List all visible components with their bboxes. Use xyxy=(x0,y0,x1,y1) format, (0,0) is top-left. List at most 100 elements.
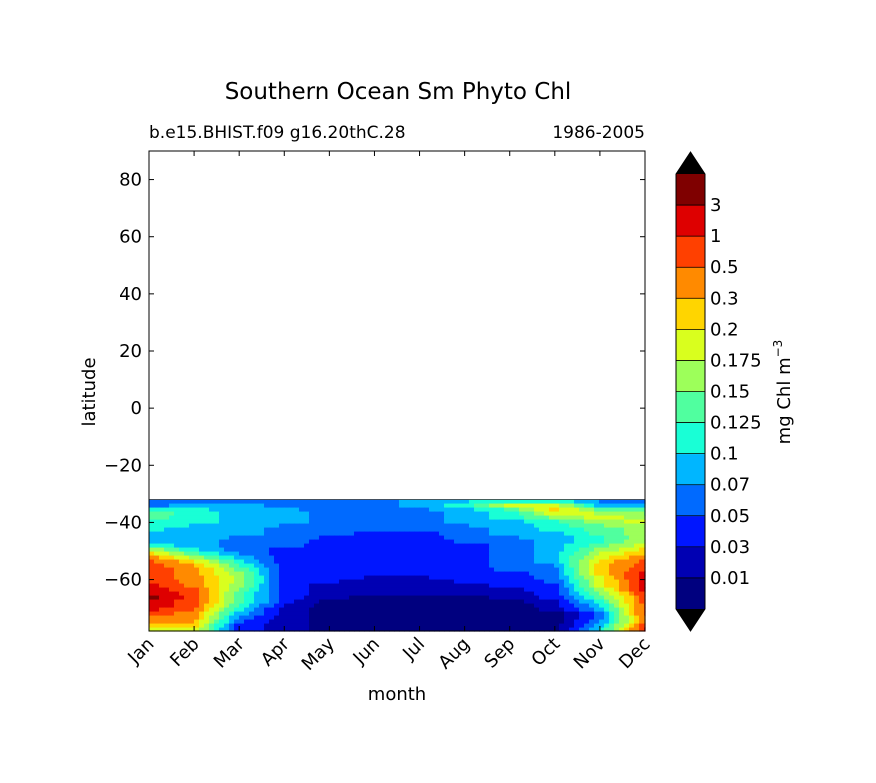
contour-cell xyxy=(369,603,375,609)
contour-cell xyxy=(484,615,490,621)
contour-cell xyxy=(509,575,515,581)
contour-cell xyxy=(629,519,635,525)
contour-cell xyxy=(404,563,410,569)
contour-cell xyxy=(244,539,250,545)
contour-cell xyxy=(479,547,485,553)
contour-cell xyxy=(459,571,465,577)
contour-cell xyxy=(419,527,425,533)
contour-cell xyxy=(609,503,615,509)
contour-cell xyxy=(539,503,545,509)
contour-cell xyxy=(449,527,455,533)
contour-cell xyxy=(474,515,480,521)
contour-cell xyxy=(209,591,215,597)
contour-cell xyxy=(359,515,365,521)
contour-cell xyxy=(209,555,215,561)
contour-cell xyxy=(369,571,375,577)
contour-cell xyxy=(554,567,560,573)
contour-cell xyxy=(559,567,565,573)
contour-cell xyxy=(464,555,470,561)
contour-cell xyxy=(509,523,515,529)
contour-cell xyxy=(189,503,195,509)
colorbar-tick-label: 1 xyxy=(710,226,721,247)
contour-cell xyxy=(549,587,555,593)
contour-cell xyxy=(609,615,615,621)
contour-cell xyxy=(609,587,615,593)
contour-cell xyxy=(289,515,295,521)
contour-cell xyxy=(539,567,545,573)
contour-cell xyxy=(564,619,570,625)
contour-cell xyxy=(289,551,295,557)
contour-cell xyxy=(549,571,555,577)
contour-cell xyxy=(249,579,255,585)
contour-cell xyxy=(519,611,525,617)
contour-cell xyxy=(199,627,205,632)
contour-cell xyxy=(424,543,430,549)
contour-cell xyxy=(639,563,645,569)
contour-cell xyxy=(609,535,615,541)
contour-cell xyxy=(584,615,590,621)
contour-cell xyxy=(494,555,500,561)
contour-cell xyxy=(194,599,200,605)
contour-cell xyxy=(344,603,350,609)
contour-cell xyxy=(229,499,235,505)
contour-cell xyxy=(609,543,615,549)
contour-cell xyxy=(444,519,450,525)
contour-cell xyxy=(594,575,600,581)
y-tick-label: 0 xyxy=(131,398,142,419)
contour-cell xyxy=(239,523,245,529)
contour-cell xyxy=(559,531,565,537)
contour-cell xyxy=(309,503,315,509)
contour-cell xyxy=(329,511,335,517)
colorbar-tick-label: 0.3 xyxy=(710,288,739,309)
contour-cell xyxy=(374,615,380,621)
contour-cell xyxy=(394,579,400,585)
contour-cell xyxy=(469,583,475,589)
contour-cell xyxy=(514,531,520,537)
contour-cell xyxy=(479,595,485,601)
contour-cell xyxy=(284,575,290,581)
contour-cell xyxy=(344,551,350,557)
contour-cell xyxy=(504,511,510,517)
contour-cell xyxy=(424,611,430,617)
contour-cell xyxy=(314,563,320,569)
contour-cell xyxy=(374,611,380,617)
contour-cell xyxy=(544,503,550,509)
contour-cell xyxy=(309,587,315,593)
contour-cell xyxy=(244,535,250,541)
contour-cell xyxy=(559,619,565,625)
contour-cell xyxy=(429,563,435,569)
contour-cell xyxy=(384,615,390,621)
contour-cell xyxy=(549,539,555,545)
contour-cell xyxy=(339,559,345,565)
contour-cell xyxy=(399,583,405,589)
colorbar-segment xyxy=(676,298,705,330)
contour-cell xyxy=(604,563,610,569)
contour-cell xyxy=(364,535,370,541)
contour-cell xyxy=(614,559,620,565)
contour-cell xyxy=(339,503,345,509)
contour-cell xyxy=(319,575,325,581)
contour-cell xyxy=(444,559,450,565)
contour-cell xyxy=(184,599,190,605)
contour-cell xyxy=(224,583,230,589)
contour-cell xyxy=(494,523,500,529)
contour-cell xyxy=(499,627,505,632)
contour-cell xyxy=(359,603,365,609)
contour-cell xyxy=(299,543,305,549)
contour-cell xyxy=(164,579,170,585)
contour-cell xyxy=(429,603,435,609)
contour-cell xyxy=(199,575,205,581)
contour-cell xyxy=(619,563,625,569)
contour-cell xyxy=(294,591,300,597)
contour-cell xyxy=(414,619,420,625)
contour-cell xyxy=(554,531,560,537)
contour-cell xyxy=(639,583,645,589)
contour-cell xyxy=(579,591,585,597)
contour-cell xyxy=(599,611,605,617)
contour-cell xyxy=(624,539,630,545)
contour-cell xyxy=(334,515,340,521)
contour-cell xyxy=(334,527,340,533)
contour-cell xyxy=(224,627,230,632)
contour-cell xyxy=(504,523,510,529)
contour-cell xyxy=(179,543,185,549)
